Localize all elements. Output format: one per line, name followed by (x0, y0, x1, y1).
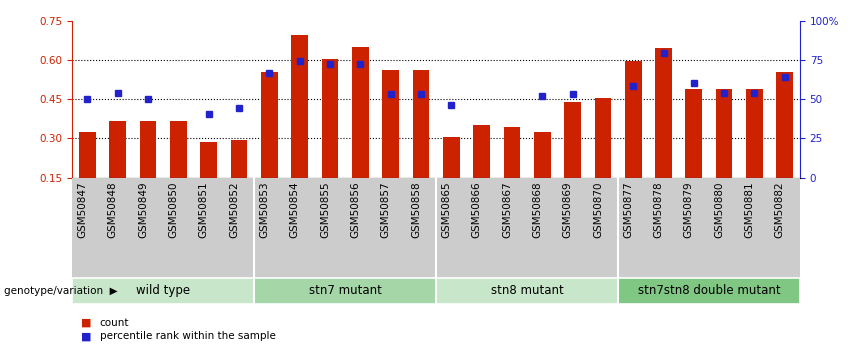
Bar (655, 48, 671, 217)
Text: GSM50857: GSM50857 (380, 181, 391, 238)
Text: GSM50856: GSM50856 (351, 181, 360, 238)
Text: GSM50851: GSM50851 (199, 181, 208, 238)
Text: GSM50879: GSM50879 (684, 181, 694, 238)
Text: GSM50867: GSM50867 (502, 181, 512, 238)
Text: ■: ■ (81, 332, 91, 341)
Bar (201, 142, 217, 217)
Text: percentile rank within the sample: percentile rank within the sample (100, 332, 276, 341)
Text: GSM50866: GSM50866 (471, 181, 482, 238)
Text: stn8 mutant: stn8 mutant (491, 284, 563, 297)
Bar (352, 47, 368, 217)
Bar (291, 35, 308, 217)
Bar (746, 89, 762, 217)
Bar (473, 125, 490, 217)
Bar (110, 121, 126, 217)
Text: GSM50852: GSM50852 (229, 181, 239, 238)
Text: ■: ■ (81, 318, 91, 327)
Bar (322, 59, 339, 217)
Bar (534, 132, 551, 217)
Text: GSM50880: GSM50880 (714, 181, 724, 238)
Text: GSM50881: GSM50881 (745, 181, 755, 238)
Text: GSM50865: GSM50865 (442, 181, 451, 238)
Text: genotype/variation  ▶: genotype/variation ▶ (4, 286, 118, 296)
Text: GSM50858: GSM50858 (411, 181, 421, 238)
Text: GSM50869: GSM50869 (563, 181, 573, 238)
Bar (413, 70, 429, 217)
Text: GSM50877: GSM50877 (623, 181, 633, 238)
Text: GSM50855: GSM50855 (320, 181, 330, 238)
Bar (595, 98, 611, 217)
Bar (382, 70, 399, 217)
Bar (776, 72, 793, 217)
Text: count: count (100, 318, 129, 327)
Bar (443, 137, 460, 217)
Bar (716, 89, 733, 217)
Bar (79, 132, 96, 217)
Text: GSM50848: GSM50848 (108, 181, 117, 238)
Bar (140, 121, 157, 217)
Bar (170, 121, 186, 217)
Bar (231, 140, 248, 217)
Text: stn7stn8 double mutant: stn7stn8 double mutant (637, 284, 780, 297)
Bar (261, 72, 277, 217)
Text: GSM50847: GSM50847 (77, 181, 88, 238)
Text: GSM50850: GSM50850 (168, 181, 179, 238)
Text: GSM50868: GSM50868 (532, 181, 542, 238)
Text: GSM50854: GSM50854 (289, 181, 300, 238)
Text: GSM50870: GSM50870 (593, 181, 603, 238)
Text: stn7 mutant: stn7 mutant (309, 284, 381, 297)
Text: GSM50878: GSM50878 (654, 181, 664, 238)
Bar (686, 89, 702, 217)
Text: wild type: wild type (136, 284, 191, 297)
Bar (504, 127, 520, 217)
Bar (625, 61, 642, 217)
Text: GSM50882: GSM50882 (774, 181, 785, 238)
Bar (564, 102, 581, 217)
Text: GSM50849: GSM50849 (138, 181, 148, 238)
Text: GSM50853: GSM50853 (260, 181, 270, 238)
